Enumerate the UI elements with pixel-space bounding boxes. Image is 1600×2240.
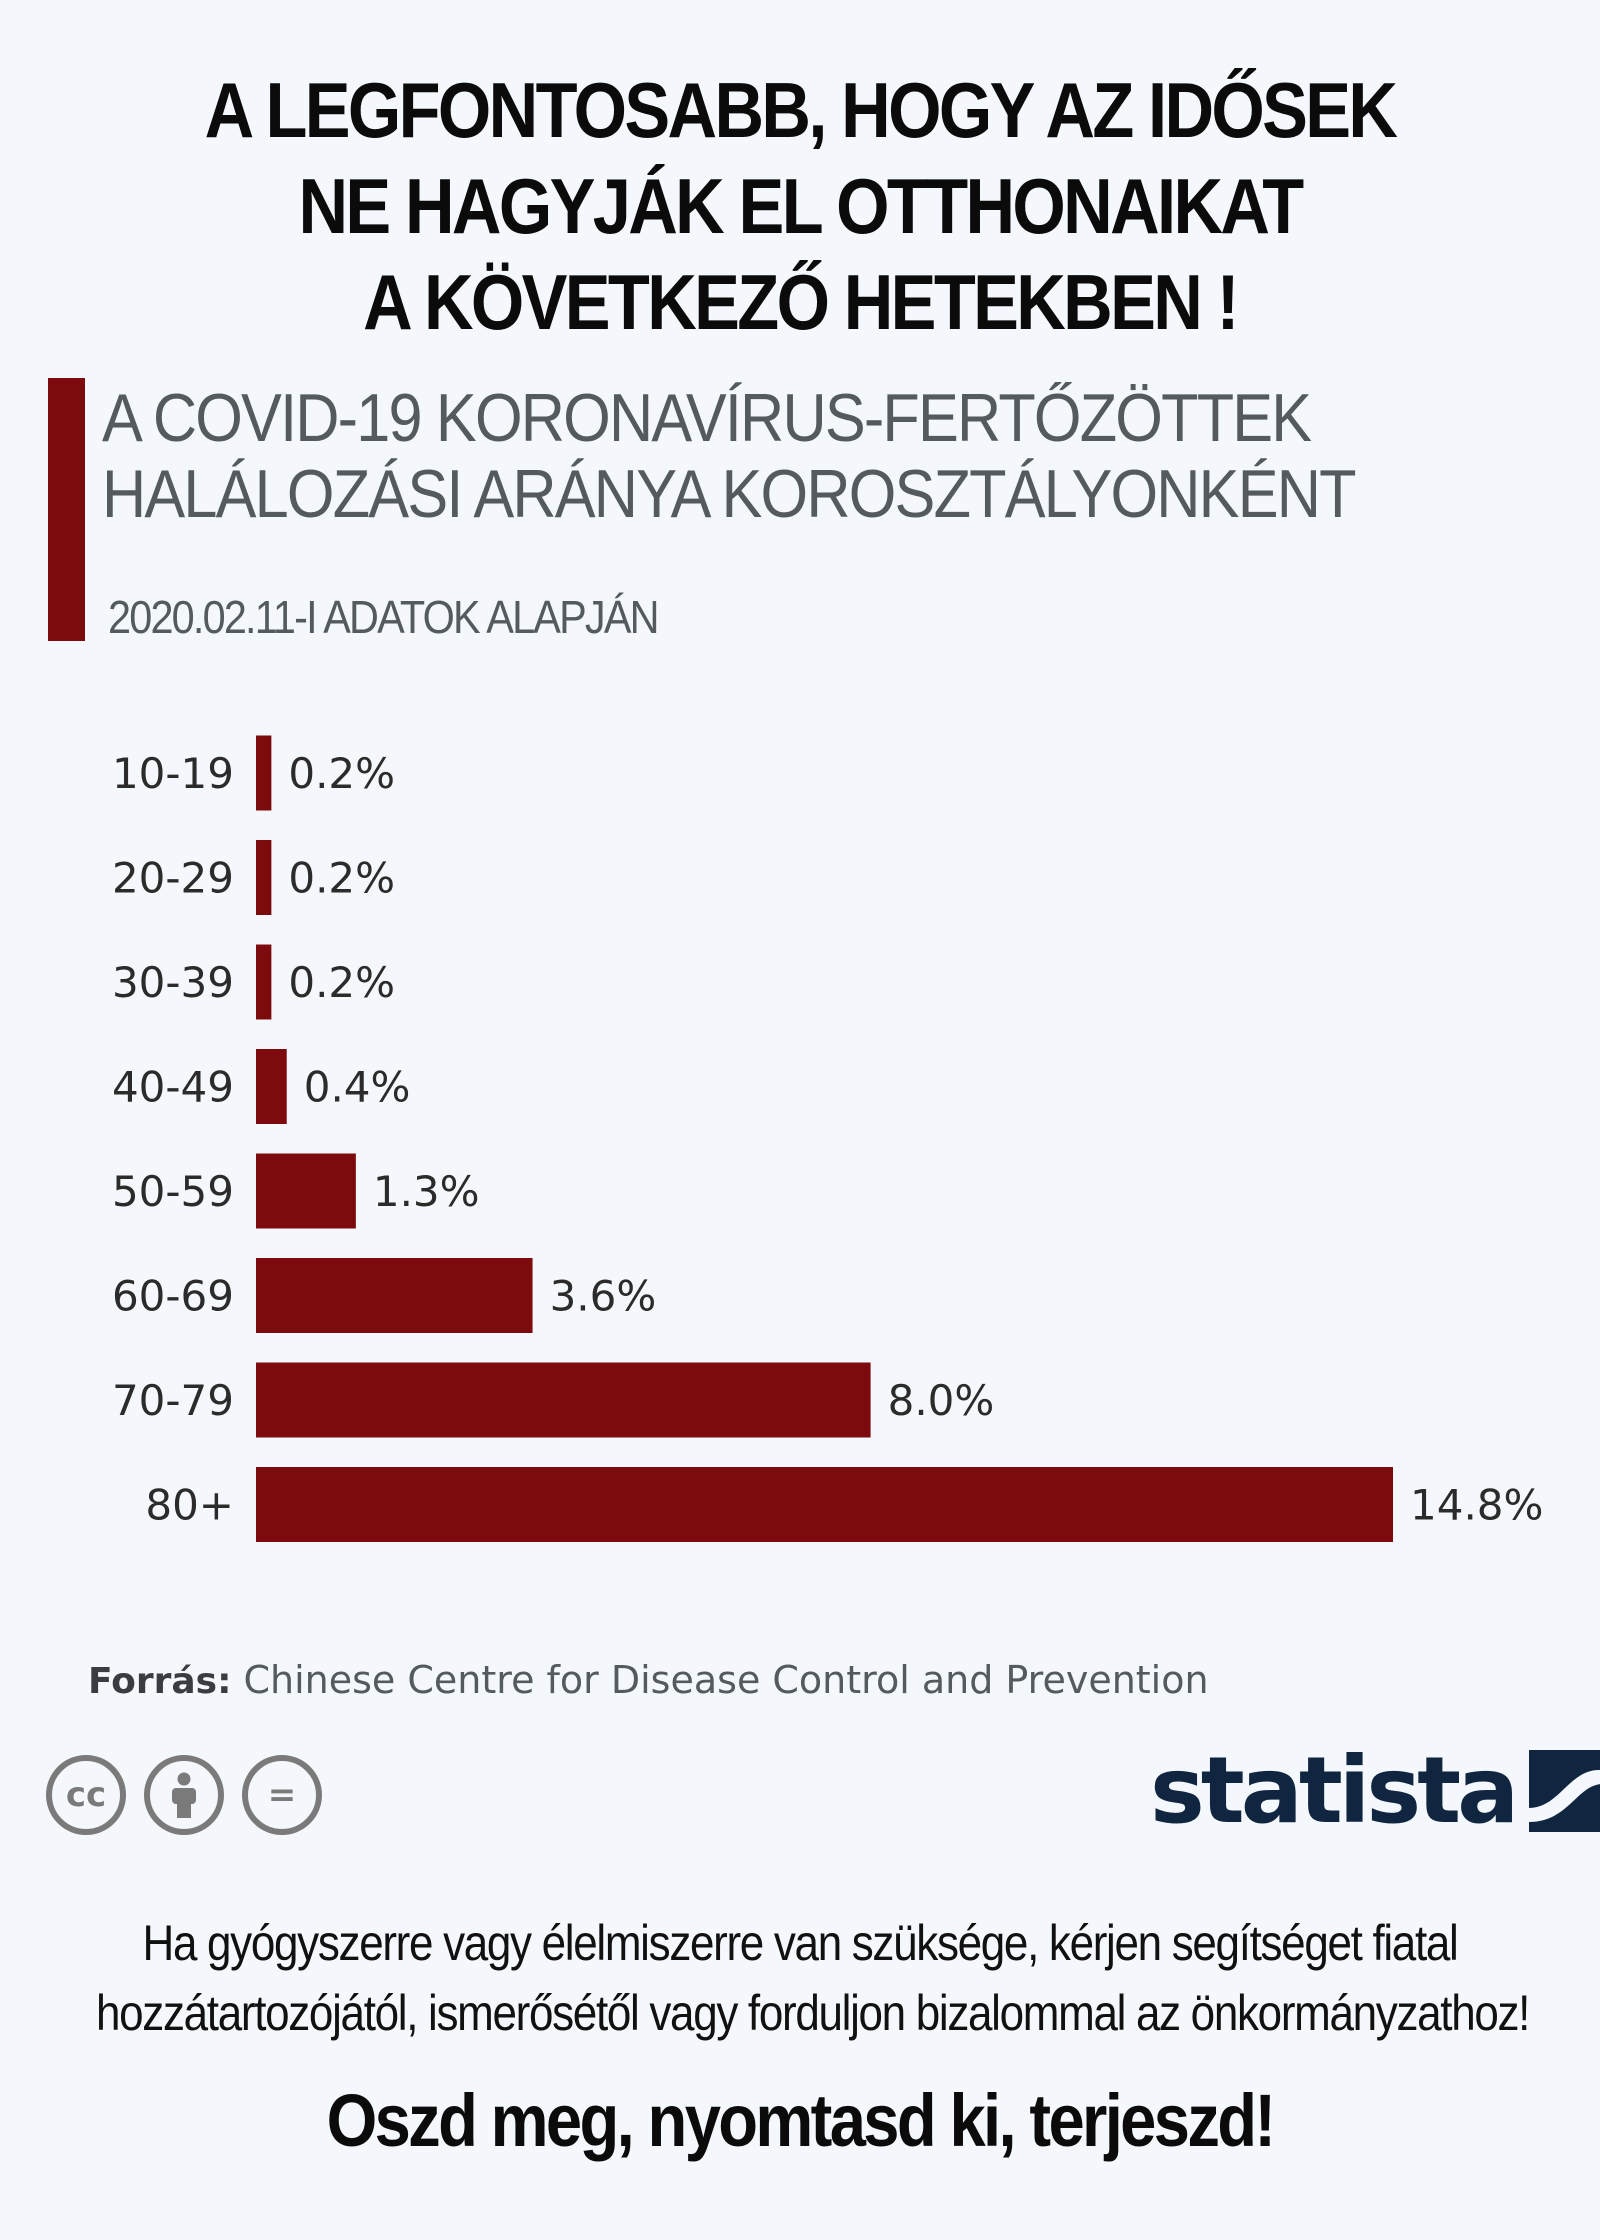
category-label-2: 30-39 (112, 958, 234, 1007)
statista-brand: statista (1150, 1736, 1600, 1846)
license-icons: cc = (46, 1755, 322, 1835)
chart-title: A COVID-19 KORONAVÍRUS-FERTŐZÖTTEK HALÁL… (102, 380, 1416, 532)
category-label-1: 20-29 (112, 854, 234, 903)
by-person-icon (144, 1755, 224, 1835)
value-label-3: 0.4% (304, 1063, 411, 1112)
category-label-7: 80+ (145, 1481, 234, 1530)
person-glyph (172, 1772, 196, 1818)
bar-4 (256, 1153, 356, 1229)
bar-1 (256, 840, 272, 915)
value-label-0: 0.2% (288, 749, 395, 798)
value-label-1: 0.2% (288, 854, 395, 903)
chart-subtitle: 2020.02.11-I ADATOK ALAPJÁN (108, 591, 660, 643)
call-to-action: Oszd meg, nyomtasd ki, terjeszd! (326, 2079, 1276, 2162)
headline-line-1: A LEGFONTOSABB, HOGY AZ IDŐSEK (204, 66, 1398, 154)
nd-equals-icon: = (242, 1755, 322, 1835)
help-note-line-1: Ha gyógyszerre vagy élelmiszerre van szü… (142, 1915, 1459, 1971)
value-label-7: 14.8% (1410, 1481, 1543, 1530)
title-accent-bar (48, 378, 85, 641)
chart-title-line-2: HALÁLOZÁSI ARÁNYA KOROSZTÁLYONKÉNT (102, 456, 1356, 532)
category-label-6: 70-79 (112, 1376, 234, 1425)
bar-5 (256, 1258, 533, 1333)
brand-name: statista (1150, 1737, 1519, 1844)
bar-0 (256, 735, 272, 811)
category-label-4: 50-59 (112, 1167, 234, 1216)
chart-title-line-1: A COVID-19 KORONAVÍRUS-FERTŐZÖTTEK (102, 380, 1312, 456)
value-label-6: 8.0% (888, 1376, 995, 1425)
bar-3 (256, 1049, 287, 1124)
bar-chart: 10-19 0.2% 20-29 0.2% 30-39 0.2% 40-49 0.4% 50-5… (112, 735, 1543, 1542)
help-note-line-2: hozzátartozójától, ismerősétől vagy ford… (96, 1985, 1530, 2041)
category-label-3: 40-49 (112, 1063, 234, 1112)
help-note: Ha gyógyszerre vagy élelmiszerre van szü… (96, 1908, 1530, 2048)
source-label: Forrás: (88, 1661, 232, 1702)
cc-icon: cc (46, 1755, 126, 1835)
source-line: Forrás: Chinese Centre for Disease Contro… (88, 1658, 1209, 1702)
headline-line-3: A KÖVETKEZŐ HETEKBEN ! (363, 258, 1239, 346)
source-text: Chinese Centre for Disease Control and P… (243, 1658, 1209, 1702)
bar-7 (256, 1467, 1393, 1542)
value-label-5: 3.6% (550, 1272, 657, 1321)
headline-line-2: NE HAGYJÁK EL OTTHONAIKAT (298, 162, 1304, 250)
category-label-0: 10-19 (112, 749, 234, 798)
value-label-4: 1.3% (373, 1167, 480, 1216)
headline: A LEGFONTOSABB, HOGY AZ IDŐSEK NE HAGYJÁ… (96, 62, 1504, 350)
bar-6 (256, 1362, 871, 1438)
bar-2 (256, 944, 272, 1020)
statista-logo-icon (1529, 1750, 1600, 1832)
value-label-2: 0.2% (288, 958, 395, 1007)
category-label-5: 60-69 (112, 1272, 234, 1321)
